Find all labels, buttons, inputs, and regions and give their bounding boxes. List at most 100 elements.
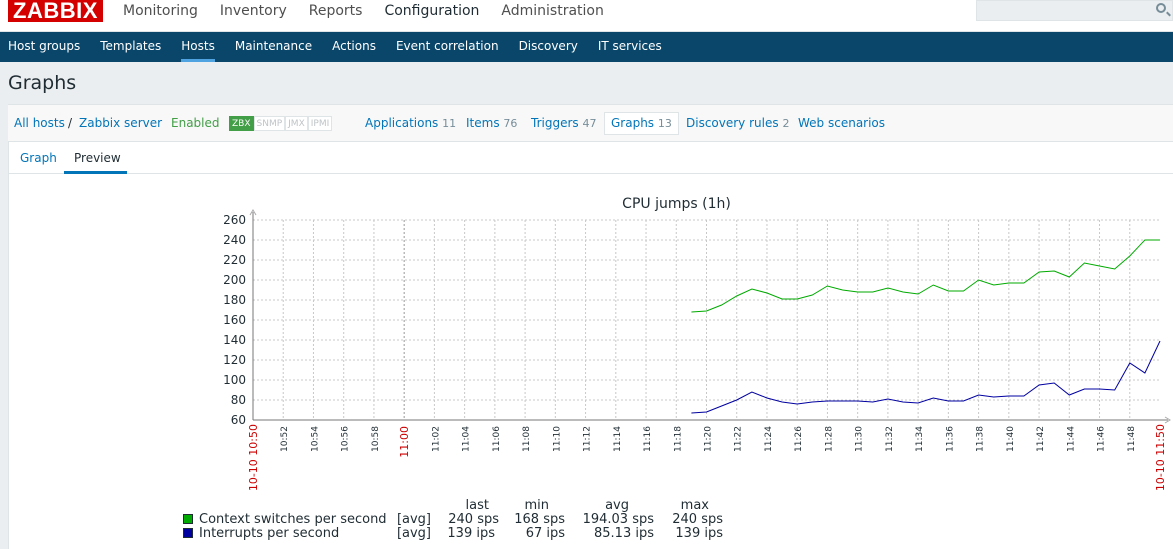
ipmi-badge: IPMI: [307, 116, 333, 131]
menu-monitoring[interactable]: Monitoring: [123, 3, 198, 19]
items-link[interactable]: Items 76: [466, 116, 517, 130]
x-tick-label: 11:42: [1036, 426, 1046, 452]
x-tick-label: 11:04: [462, 426, 472, 452]
menu-administration[interactable]: Administration: [501, 3, 604, 19]
y-tick-label: 240: [223, 233, 246, 247]
graph-preview: CPU jumps (1h) 60 80 100 120 140 160 180 200 220 2…: [223, 196, 1171, 491]
x-tick-label: 11:00: [398, 426, 411, 458]
x-tick-label: 11:32: [885, 426, 895, 452]
submenu-host-groups[interactable]: Host groups: [8, 39, 81, 53]
tab-graph[interactable]: Graph: [20, 151, 57, 165]
legend-min: 168 sps: [514, 512, 565, 527]
x-tick-label: 11:18: [673, 426, 683, 452]
x-tick-label: 10:56: [341, 426, 351, 452]
y-tick-label: 60: [231, 413, 246, 427]
content-panel: Graph Preview CPU jumps (1h) 60 80 100 120 14…: [8, 142, 1173, 549]
submenu-it-services[interactable]: IT services: [597, 39, 662, 53]
x-start-label: 10-10 10:50: [247, 424, 260, 491]
x-end-label: 10-10 11:50: [1154, 424, 1167, 491]
all-hosts-link[interactable]: All hosts: [14, 116, 65, 130]
tab-bar: Graph Preview: [9, 142, 1173, 174]
triggers-count: 47: [582, 117, 597, 130]
legend-min: 67 ips: [525, 526, 565, 541]
discovery-rules-link[interactable]: Discovery rules 2: [686, 116, 789, 130]
y-tick-label: 200: [223, 273, 246, 287]
web-scenarios-link[interactable]: Web scenarios: [798, 116, 886, 130]
submenu-event-correlation[interactable]: Event correlation: [395, 39, 499, 53]
chart-title: CPU jumps (1h): [622, 196, 731, 212]
x-tick-label: 11:28: [824, 426, 834, 452]
host-status[interactable]: Enabled: [171, 116, 220, 130]
x-tick-label: 11:44: [1066, 426, 1076, 452]
snmp-badge: SNMP: [253, 116, 286, 131]
applications-label: Applications: [365, 116, 439, 130]
legend-last: 240 sps: [448, 512, 499, 527]
x-axis-arrow-icon: [1164, 416, 1171, 424]
menu-configuration[interactable]: Configuration: [384, 3, 480, 19]
main-menu: Monitoring Inventory Reports Configurati…: [112, 0, 615, 32]
x-tick-label: 10:52: [280, 426, 290, 452]
host-link[interactable]: Zabbix server: [79, 116, 163, 130]
legend-swatch-context-switches: [183, 514, 193, 524]
graphs-link[interactable]: Graphs 13: [604, 112, 679, 135]
y-tick-label: 160: [223, 313, 246, 327]
y-tick-label: 220: [223, 253, 246, 267]
graphs-count: 13: [657, 117, 672, 130]
legend-header-last: last: [465, 498, 489, 513]
host-navigation: All hosts / Zabbix server Enabled ZBX SN…: [8, 104, 1173, 142]
applications-link[interactable]: Applications 11: [365, 116, 456, 130]
menu-reports[interactable]: Reports: [308, 3, 363, 19]
x-tick-label: 11:30: [855, 426, 865, 452]
x-tick-label: 11:26: [794, 426, 804, 452]
submenu-hosts[interactable]: Hosts: [171, 32, 225, 62]
legend-avg: 194.03 sps: [582, 512, 654, 527]
x-tick-label: 11:20: [704, 426, 714, 452]
submenu-actions[interactable]: Actions: [332, 39, 376, 53]
series-line-interrupts: [691, 340, 1161, 414]
x-tick-label: 11:48: [1127, 426, 1137, 452]
active-tab-indicator: [64, 171, 127, 174]
submenu-templates[interactable]: Templates: [100, 39, 162, 53]
y-tick-label: 140: [223, 333, 246, 347]
x-tick-label: 11:38: [976, 426, 986, 452]
y-axis-arrow-icon: [249, 209, 257, 216]
triggers-label: Triggers: [531, 116, 579, 130]
items-count: 76: [503, 117, 518, 130]
y-tick-label: 180: [223, 293, 246, 307]
x-tick-label: 11:40: [1006, 426, 1016, 452]
breadcrumb-separator: /: [68, 116, 73, 130]
zabbix-logo[interactable]: ZABBIX: [8, 0, 103, 22]
y-tick-label: 120: [223, 353, 246, 367]
x-tick-label: 11:22: [734, 426, 744, 452]
x-tick-label: 11:10: [552, 426, 562, 452]
search-icon[interactable]: [1156, 3, 1166, 13]
legend-max: 139 ips: [675, 526, 723, 541]
x-tick-label: 11:16: [643, 426, 653, 452]
submenu-maintenance[interactable]: Maintenance: [234, 39, 313, 53]
x-tick-label: 11:36: [945, 426, 955, 452]
x-tick-label: 11:06: [492, 426, 502, 452]
x-tick-label: 11:02: [431, 426, 441, 452]
y-tick-label: 260: [223, 213, 246, 227]
x-tick-label: 11:08: [522, 426, 532, 452]
submenu-discovery[interactable]: Discovery: [518, 39, 578, 53]
x-tick-label: 11:46: [1097, 426, 1107, 452]
discovery-label: Discovery rules: [686, 116, 779, 130]
tab-preview[interactable]: Preview: [74, 151, 121, 165]
legend-max: 240 sps: [672, 512, 723, 527]
x-tick-label: 11:24: [764, 426, 774, 452]
series-line-context-switches: [691, 239, 1160, 313]
top-bar: ZABBIX Monitoring Inventory Reports Conf…: [0, 0, 1173, 32]
search-input[interactable]: [976, 0, 1173, 21]
x-tick-label: 11:12: [583, 426, 593, 452]
legend-header-min: min: [524, 498, 549, 513]
y-tick-label: 80: [231, 393, 246, 407]
menu-inventory[interactable]: Inventory: [219, 3, 287, 19]
graphs-label: Graphs: [611, 116, 655, 130]
y-tick-label: 100: [223, 373, 246, 387]
sub-menu: Host groups Templates Hosts Maintenance …: [0, 32, 1173, 62]
legend-last: 139 ips: [447, 526, 495, 541]
legend-func: [avg]: [396, 526, 431, 541]
triggers-link[interactable]: Triggers 47: [531, 116, 596, 130]
x-tick-label: 10:58: [371, 426, 381, 452]
